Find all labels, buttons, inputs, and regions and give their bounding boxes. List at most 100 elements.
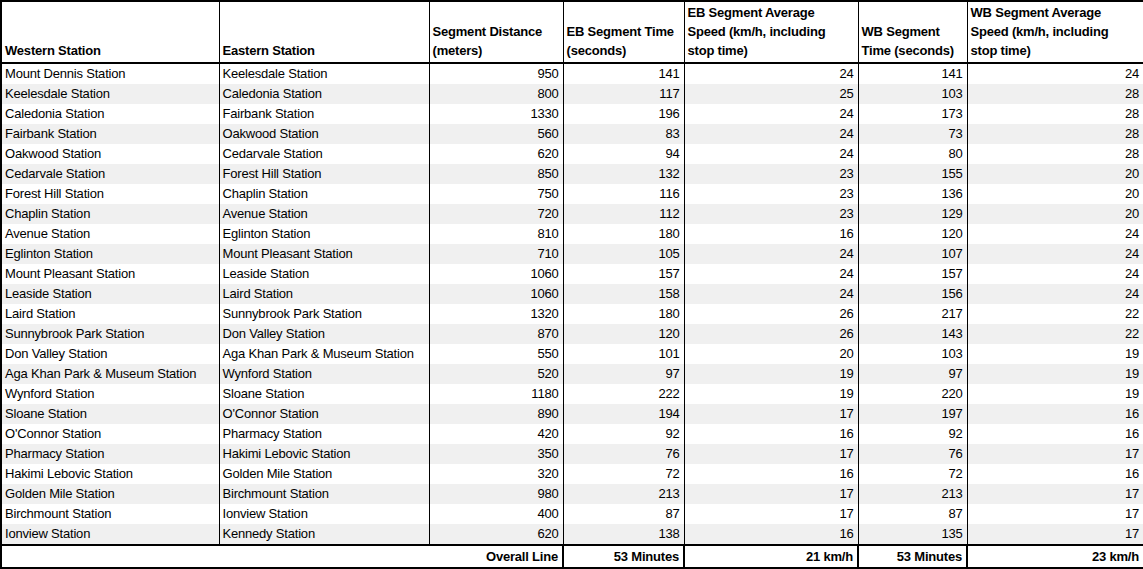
value-cell[interactable]: 24 [967,224,1143,244]
value-cell[interactable]: 620 [429,524,563,545]
value-cell[interactable]: 17 [684,484,858,504]
value-cell[interactable]: 222 [563,384,684,404]
value-cell[interactable]: 80 [858,144,967,164]
value-cell[interactable]: 810 [429,224,563,244]
value-cell[interactable]: 1330 [429,104,563,124]
station-cell[interactable]: Pharmacy Station [1,444,219,464]
value-cell[interactable]: 105 [563,244,684,264]
value-cell[interactable]: 28 [967,84,1143,104]
value-cell[interactable]: 28 [967,144,1143,164]
value-cell[interactable]: 16 [684,424,858,444]
station-cell[interactable]: Wynford Station [1,384,219,404]
value-cell[interactable]: 17 [967,484,1143,504]
station-cell[interactable]: Caledonia Station [1,104,219,124]
station-cell[interactable]: Golden Mile Station [219,464,429,484]
value-cell[interactable]: 141 [563,63,684,84]
value-cell[interactable]: 24 [967,63,1143,84]
value-cell[interactable]: 24 [684,284,858,304]
value-cell[interactable]: 24 [684,63,858,84]
value-cell[interactable]: 750 [429,184,563,204]
value-cell[interactable]: 19 [684,364,858,384]
value-cell[interactable]: 19 [684,384,858,404]
station-cell[interactable]: Hakimi Lebovic Station [219,444,429,464]
station-cell[interactable]: Ionview Station [1,524,219,545]
station-cell[interactable]: Laird Station [1,304,219,324]
value-cell[interactable]: 400 [429,504,563,524]
value-cell[interactable]: 710 [429,244,563,264]
value-cell[interactable]: 620 [429,144,563,164]
value-cell[interactable]: 16 [967,404,1143,424]
value-cell[interactable]: 72 [858,464,967,484]
value-cell[interactable]: 97 [858,364,967,384]
column-header-wb-segment-time[interactable]: WB Segment Time (seconds) [858,1,967,63]
value-cell[interactable]: 120 [563,324,684,344]
column-header-eb-average-speed[interactable]: EB Segment Average Speed (km/h, includin… [684,1,858,63]
value-cell[interactable]: 16 [967,464,1143,484]
station-cell[interactable]: Fairbank Station [219,104,429,124]
station-cell[interactable]: Wynford Station [219,364,429,384]
value-cell[interactable]: 158 [563,284,684,304]
value-cell[interactable]: 23 [684,184,858,204]
value-cell[interactable]: 980 [429,484,563,504]
overall-eb-speed-cell[interactable]: 21 km/h [684,545,858,568]
value-cell[interactable]: 116 [563,184,684,204]
value-cell[interactable]: 87 [563,504,684,524]
value-cell[interactable]: 24 [967,264,1143,284]
value-cell[interactable]: 890 [429,404,563,424]
value-cell[interactable]: 180 [563,224,684,244]
value-cell[interactable]: 194 [563,404,684,424]
value-cell[interactable]: 20 [684,344,858,364]
value-cell[interactable]: 19 [967,364,1143,384]
station-cell[interactable]: Sloane Station [1,404,219,424]
value-cell[interactable]: 143 [858,324,967,344]
value-cell[interactable]: 850 [429,164,563,184]
value-cell[interactable]: 17 [967,524,1143,545]
station-cell[interactable]: Hakimi Lebovic Station [1,464,219,484]
station-cell[interactable]: Birchmount Station [219,484,429,504]
value-cell[interactable]: 22 [967,324,1143,344]
station-cell[interactable]: Laird Station [219,284,429,304]
value-cell[interactable]: 83 [563,124,684,144]
value-cell[interactable]: 97 [563,364,684,384]
overall-eb-time-cell[interactable]: 53 Minutes [563,545,684,568]
value-cell[interactable]: 24 [967,244,1143,264]
value-cell[interactable]: 197 [858,404,967,424]
value-cell[interactable]: 17 [967,504,1143,524]
station-cell[interactable]: Keelesdale Station [1,84,219,104]
value-cell[interactable]: 103 [858,344,967,364]
station-cell[interactable]: Leaside Station [1,284,219,304]
value-cell[interactable]: 950 [429,63,563,84]
value-cell[interactable]: 28 [967,104,1143,124]
value-cell[interactable]: 87 [858,504,967,524]
value-cell[interactable]: 138 [563,524,684,545]
station-cell[interactable]: Birchmount Station [1,504,219,524]
value-cell[interactable]: 20 [967,164,1143,184]
value-cell[interactable]: 520 [429,364,563,384]
column-header-western-station[interactable]: Western Station [1,1,219,63]
overall-line-label-cell[interactable]: Overall Line [1,545,563,568]
overall-wb-time-cell[interactable]: 53 Minutes [858,545,967,568]
station-cell[interactable]: Aga Khan Park & Museum Station [1,364,219,384]
station-cell[interactable]: Fairbank Station [1,124,219,144]
station-cell[interactable]: Don Valley Station [219,324,429,344]
value-cell[interactable]: 213 [563,484,684,504]
value-cell[interactable]: 23 [684,164,858,184]
value-cell[interactable]: 120 [858,224,967,244]
station-cell[interactable]: Kennedy Station [219,524,429,545]
value-cell[interactable]: 73 [858,124,967,144]
value-cell[interactable]: 320 [429,464,563,484]
value-cell[interactable]: 220 [858,384,967,404]
value-cell[interactable]: 157 [858,264,967,284]
value-cell[interactable]: 94 [563,144,684,164]
column-header-segment-distance[interactable]: Segment Distance (meters) [429,1,563,63]
station-cell[interactable]: O'Connor Station [1,424,219,444]
value-cell[interactable]: 157 [563,264,684,284]
value-cell[interactable]: 24 [684,124,858,144]
station-cell[interactable]: Golden Mile Station [1,484,219,504]
column-header-eastern-station[interactable]: Eastern Station [219,1,429,63]
station-cell[interactable]: Sloane Station [219,384,429,404]
value-cell[interactable]: 25 [684,84,858,104]
value-cell[interactable]: 196 [563,104,684,124]
station-cell[interactable]: Mount Pleasant Station [219,244,429,264]
value-cell[interactable]: 870 [429,324,563,344]
